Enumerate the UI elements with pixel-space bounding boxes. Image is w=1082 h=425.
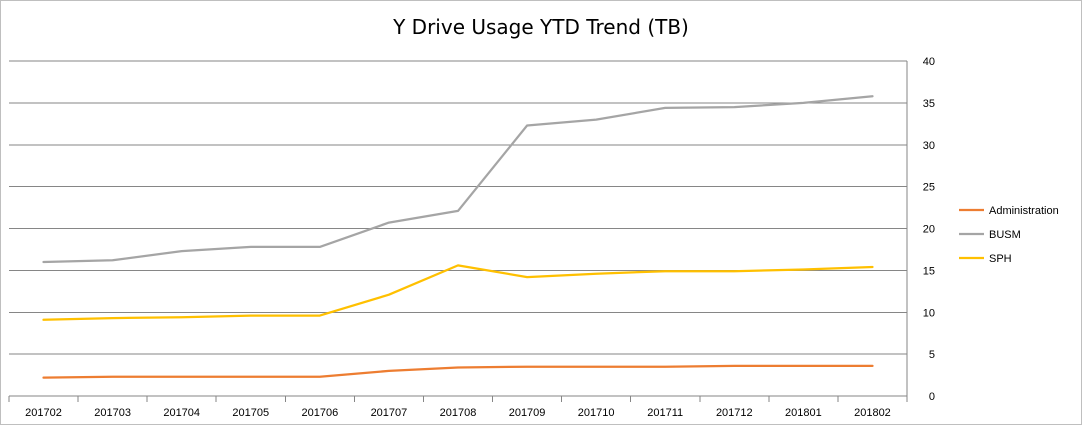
series-line-administration bbox=[42, 364, 874, 379]
x-tick-label: 201703 bbox=[94, 407, 131, 419]
y-tick-label: 35 bbox=[923, 98, 935, 110]
series-line-sph bbox=[42, 264, 874, 321]
chart-title: Y Drive Usage YTD Trend (TB) bbox=[392, 15, 689, 39]
gridlines bbox=[9, 60, 907, 397]
x-tick-label: 201709 bbox=[509, 407, 546, 419]
series-lines bbox=[42, 95, 874, 379]
x-tick-label: 201705 bbox=[232, 407, 269, 419]
legend-label: SPH bbox=[989, 253, 1012, 265]
y-tick-label: 15 bbox=[923, 265, 935, 277]
x-tick-label: 201801 bbox=[785, 407, 822, 419]
y-tick-label: 40 bbox=[923, 56, 935, 68]
x-tick-label: 201711 bbox=[647, 407, 683, 419]
legend-label: BUSM bbox=[989, 229, 1021, 241]
x-tick-label: 201802 bbox=[854, 407, 891, 419]
legend-item-busm: BUSM bbox=[959, 229, 1021, 241]
series-line-busm bbox=[42, 95, 874, 264]
x-tick-label: 201707 bbox=[371, 407, 408, 419]
legend-item-administration: Administration bbox=[959, 205, 1059, 217]
x-tick-label: 201706 bbox=[301, 407, 338, 419]
x-tick-label: 201710 bbox=[578, 407, 615, 419]
legend-item-sph: SPH bbox=[959, 253, 1012, 265]
x-tick-label: 201704 bbox=[163, 407, 200, 419]
legend-label: Administration bbox=[989, 205, 1059, 217]
y-tick-label: 5 bbox=[929, 349, 935, 361]
x-tick-label: 201702 bbox=[25, 407, 62, 419]
legend: Administration BUSM SPH bbox=[959, 205, 1059, 265]
x-tick-label: 201712 bbox=[716, 407, 753, 419]
y-tick-label: 30 bbox=[923, 140, 935, 152]
y-tick-label: 20 bbox=[923, 224, 935, 236]
y-tick-label: 10 bbox=[923, 307, 935, 319]
y-tick-label: 25 bbox=[923, 182, 935, 194]
x-tick-label: 201708 bbox=[440, 407, 477, 419]
y-tick-label: 0 bbox=[929, 391, 935, 403]
axes: 0 5 10 15 20 25 30 35 40 201702 201703 201704 201705… bbox=[8, 56, 935, 419]
